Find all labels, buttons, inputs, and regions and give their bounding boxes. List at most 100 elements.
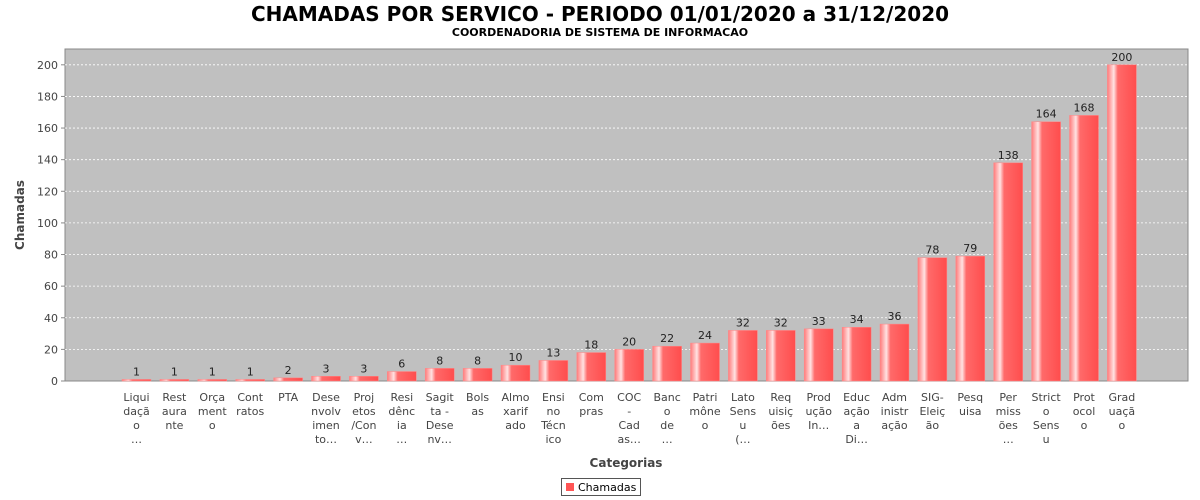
bar-value-label: 18	[584, 339, 598, 352]
bar-value-label: 33	[812, 315, 826, 328]
bar	[728, 330, 758, 382]
y-tick-label: 100	[37, 217, 58, 230]
x-tick-label: Educ ação a Di…	[843, 391, 870, 446]
x-tick-label: Orça ment o	[198, 391, 227, 432]
bar-value-label: 8	[474, 354, 481, 367]
bar	[462, 368, 493, 382]
bar	[955, 255, 986, 382]
y-tick-label: 20	[44, 343, 58, 356]
bar-value-label: 78	[925, 244, 939, 257]
bar	[1107, 64, 1137, 382]
x-tick-label: Prot ocol o	[1073, 391, 1096, 432]
bar-value-label: 22	[660, 332, 674, 345]
bar	[841, 326, 872, 382]
y-tick-label: 140	[37, 154, 58, 167]
x-tick-label: Sagit ta -Dese nv…	[426, 391, 455, 446]
x-tick-label: Per miss ões…	[996, 391, 1022, 446]
x-tick-label: Com pras	[579, 391, 604, 418]
bar-value-label: 1	[209, 365, 216, 378]
bar	[1069, 115, 1099, 382]
bar-value-label: 1	[171, 365, 178, 378]
bar	[1031, 121, 1061, 382]
bar	[690, 342, 720, 382]
bar	[500, 364, 531, 382]
x-tick-label: Lato Sens u (…	[730, 391, 757, 446]
x-tick-label: Grad uaçã o	[1109, 391, 1136, 432]
bar-value-label: 168	[1074, 101, 1095, 114]
bar-value-label: 10	[509, 351, 523, 364]
bar-value-label: 8	[436, 354, 443, 367]
bar	[879, 323, 910, 382]
bar-value-label: 1	[133, 365, 140, 378]
bar-value-label: 79	[963, 242, 977, 255]
x-tick-label: Liqui daçã o…	[123, 391, 150, 446]
x-tick-label: Pesq uisa	[957, 391, 983, 418]
bar-value-label: 1	[247, 365, 254, 378]
y-tick-label: 160	[37, 122, 58, 135]
bar	[614, 349, 644, 382]
x-tick-label: Banc o de…	[653, 391, 680, 446]
legend-label: Chamadas	[578, 480, 637, 494]
bar	[159, 379, 190, 382]
y-tick-label: 60	[44, 280, 58, 293]
x-tick-label: Strict o Sens u	[1031, 391, 1061, 446]
bar-value-label: 164	[1036, 108, 1057, 121]
bar	[803, 328, 834, 382]
bar	[273, 377, 303, 382]
x-tick-label: Resi dênc ia…	[388, 391, 415, 446]
x-axis-label: Categorias	[590, 456, 663, 470]
x-tick-label: Ensi no Técn ico	[540, 391, 566, 446]
x-tick-label: Prod ução In…	[805, 391, 832, 432]
chart-title: CHAMADAS POR SERVICO - PERIODO 01/01/202…	[250, 2, 950, 26]
y-axis: 0 20 40 60 80 100 120 140 160 180 200	[37, 59, 65, 388]
bar-value-label: 36	[888, 310, 902, 323]
bar-value-label: 3	[360, 362, 367, 375]
x-tick-label: PTA	[278, 391, 298, 404]
bar	[235, 379, 265, 382]
x-tick-label: Rest aura nte	[162, 391, 187, 432]
bar	[349, 376, 379, 382]
bar-value-label: 24	[698, 329, 712, 342]
bar	[917, 257, 948, 382]
bar-value-label: 13	[546, 346, 560, 359]
x-tick-label: Bols as	[466, 391, 489, 418]
bar	[766, 330, 796, 382]
bar-value-label: 138	[998, 149, 1019, 162]
x-tick-label: Adm inistr ação	[881, 391, 909, 432]
bar	[652, 345, 682, 382]
y-tick-label: 200	[37, 59, 58, 72]
bar-value-label: 3	[323, 362, 330, 375]
bar	[538, 360, 569, 382]
x-tick-label: COC -Cad as…	[617, 391, 641, 446]
y-tick-label: 120	[37, 185, 58, 198]
bar	[576, 352, 607, 382]
bar-value-label: 34	[850, 313, 864, 326]
bar-value-label: 20	[622, 335, 636, 348]
bar	[311, 376, 341, 382]
x-tick-label: Patri mône o	[689, 391, 720, 432]
chart-subtitle: COORDENADORIA DE SISTEMA DE INFORMACAO	[451, 26, 749, 39]
bar-value-label: 32	[774, 316, 788, 329]
x-axis-tick-labels: Liqui daçã o … Rest aura nte Orça ment o Cont ratos…	[123, 391, 1135, 446]
legend: Chamadas	[561, 478, 642, 496]
bar	[993, 162, 1023, 382]
bars	[121, 64, 1137, 382]
bar	[197, 379, 228, 382]
y-tick-label: 180	[37, 90, 58, 103]
legend-swatch	[566, 483, 574, 491]
x-tick-label: Dese nvolv imen to…	[311, 391, 341, 446]
x-tick-label: Proj etos/Con v…	[351, 391, 376, 446]
bar	[424, 368, 455, 382]
x-tick-label: Almo xarif ado	[501, 391, 529, 432]
bar-value-label: 200	[1111, 51, 1132, 64]
y-tick-label: 80	[44, 249, 58, 262]
bar-value-label: 32	[736, 316, 750, 329]
y-tick-label: 40	[44, 312, 58, 325]
x-tick-label: Req uisiç ões	[768, 391, 793, 432]
y-axis-label: Chamadas	[13, 180, 27, 250]
y-tick-label: 0	[51, 375, 58, 388]
bar-value-label: 2	[285, 364, 292, 377]
bar	[387, 371, 417, 382]
